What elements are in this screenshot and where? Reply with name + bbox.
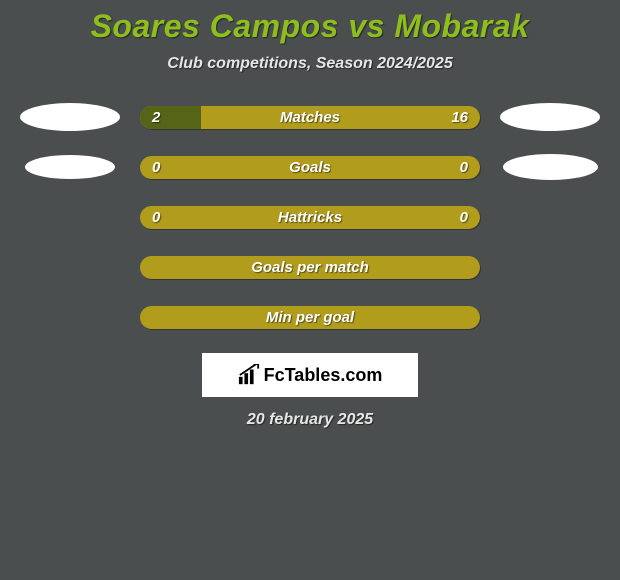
stat-value-right: 16 [451,109,468,126]
avatar-slot-left [20,303,120,331]
stats-list: 2Matches160Goals00Hattricks0Goals per ma… [0,103,620,331]
stat-bar: 0Hattricks0 [140,206,480,229]
avatar-slot-right [500,103,600,131]
stat-label: Min per goal [140,309,480,326]
date: 20 february 2025 [0,411,620,429]
player-avatar-right [500,103,600,131]
comparison-infographic: Soares Campos vs Mobarak Club competitio… [0,0,620,580]
stat-label: Goals [140,159,480,176]
stat-row: 2Matches16 [0,103,620,131]
fctables-logo-icon [238,364,260,386]
stat-value-right: 0 [460,159,468,176]
avatar-slot-left [20,153,120,181]
stat-bar: Goals per match [140,256,480,279]
stat-label: Matches [140,109,480,126]
stat-label: Goals per match [140,259,480,276]
stat-bar: 0Goals0 [140,156,480,179]
avatar-slot-left [20,103,120,131]
player-avatar-left [20,103,120,131]
avatar-slot-right [500,203,600,231]
stat-row: Min per goal [0,303,620,331]
player-avatar-left [25,155,115,179]
player-avatar-right [503,154,598,180]
stat-row: 0Goals0 [0,153,620,181]
avatar-slot-left [20,253,120,281]
stat-bar: 2Matches16 [140,106,480,129]
avatar-slot-right [500,253,600,281]
stat-label: Hattricks [140,209,480,226]
avatar-slot-right [500,153,600,181]
logo-text: FcTables.com [264,365,383,386]
stat-bar: Min per goal [140,306,480,329]
stat-row: 0Hattricks0 [0,203,620,231]
stat-value-right: 0 [460,209,468,226]
avatar-slot-right [500,303,600,331]
logo-box: FcTables.com [202,353,418,397]
stat-row: Goals per match [0,253,620,281]
subtitle: Club competitions, Season 2024/2025 [0,55,620,73]
avatar-slot-left [20,203,120,231]
page-title: Soares Campos vs Mobarak [0,0,620,45]
